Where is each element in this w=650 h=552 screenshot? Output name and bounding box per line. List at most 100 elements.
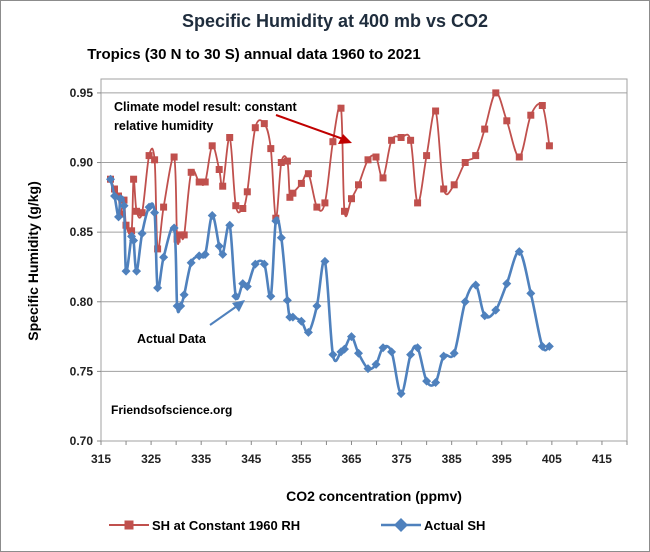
data-point (321, 199, 329, 207)
data-point (173, 235, 181, 243)
data-point (471, 280, 481, 290)
data-point (132, 266, 142, 276)
legend-item-constant-rh: SH at Constant 1960 RH (109, 518, 300, 533)
data-point (339, 344, 349, 354)
data-point (371, 359, 381, 369)
data-point (545, 142, 553, 150)
annotation-actual-data: Actual Data (137, 332, 207, 346)
data-point (176, 301, 186, 311)
annotation-model-line2: relative humidity (114, 119, 213, 133)
data-point (407, 136, 415, 144)
data-point (144, 202, 154, 212)
data-point (251, 124, 259, 132)
data-point (121, 266, 131, 276)
data-point (397, 134, 405, 141)
x-tick-label: 335 (191, 452, 211, 466)
data-point (388, 136, 396, 144)
y-tick-label: 0.95 (70, 86, 94, 100)
data-point (137, 229, 147, 239)
data-point (194, 251, 204, 261)
data-point (378, 343, 388, 353)
data-point (364, 156, 372, 164)
y-tick-label: 0.70 (70, 434, 94, 448)
data-point (503, 117, 511, 125)
data-point (406, 350, 416, 360)
y-tick-label: 0.80 (70, 295, 94, 309)
chart-title: Specific Humidity at 400 mb vs CO2 (182, 11, 488, 31)
data-point (282, 295, 292, 305)
data-point (346, 332, 356, 342)
data-point (122, 221, 130, 229)
data-point (527, 111, 535, 119)
legend-label-actual-sh: Actual SH (424, 518, 485, 533)
data-point (414, 199, 422, 207)
data-point (200, 249, 210, 259)
x-tick-label: 405 (542, 452, 562, 466)
data-point (225, 220, 235, 230)
data-point (328, 350, 338, 360)
arrow-model (275, 114, 352, 144)
data-point (537, 341, 547, 351)
data-point (267, 145, 275, 153)
data-point (214, 241, 224, 251)
data-point (286, 193, 294, 201)
data-point (243, 188, 251, 196)
data-point (111, 185, 118, 193)
data-point (226, 134, 234, 141)
x-tick-label: 355 (291, 452, 311, 466)
data-point (106, 174, 116, 184)
data-point (145, 152, 153, 160)
data-point (159, 252, 169, 262)
y-axis-ticks: 0.70 0.75 0.80 0.85 0.90 0.95 (70, 86, 101, 448)
x-tick-label: 415 (592, 452, 612, 466)
data-point (450, 181, 458, 189)
arrow-actual (209, 300, 245, 326)
data-point (502, 279, 512, 289)
x-tick-label: 375 (392, 452, 412, 466)
data-point (432, 107, 440, 115)
data-point (329, 138, 337, 146)
data-point (492, 89, 500, 97)
legend-item-actual-sh: Actual SH (381, 518, 485, 533)
data-point (461, 159, 469, 166)
data-point (355, 181, 362, 189)
legend: SH at Constant 1960 RH Actual SH (109, 518, 485, 533)
data-point (130, 175, 138, 183)
data-point (187, 168, 195, 176)
data-point (128, 227, 136, 235)
annotation-model-line1: Climate model result: constant (114, 100, 298, 114)
data-point (423, 152, 431, 160)
y-tick-label: 0.75 (70, 364, 94, 378)
data-point (219, 182, 227, 190)
data-point (460, 297, 470, 307)
data-point (449, 348, 459, 358)
data-point (133, 207, 141, 215)
x-tick-label: 385 (442, 452, 462, 466)
data-point (169, 223, 179, 233)
data-point (231, 291, 241, 301)
data-point (526, 288, 536, 298)
data-point (242, 281, 252, 291)
y-axis-label: Specific Humidity (g/kg) (25, 181, 41, 340)
data-point (266, 291, 276, 301)
data-point (341, 207, 348, 215)
data-point (472, 152, 480, 160)
data-point (119, 201, 129, 211)
data-point (170, 153, 178, 161)
data-point (153, 283, 163, 293)
x-axis-ticks: 315 325 335 345 355 365 375 385 395 405 415 (91, 441, 628, 466)
x-tick-label: 395 (492, 452, 512, 466)
data-point (260, 120, 268, 128)
data-point (353, 348, 363, 358)
data-point (413, 343, 423, 353)
data-point (150, 208, 160, 218)
data-point (544, 341, 554, 351)
data-point (186, 258, 196, 268)
data-point (431, 378, 441, 388)
data-point (491, 305, 501, 315)
source-label: Friendsofscience.org (111, 403, 232, 417)
data-point (515, 153, 523, 161)
x-tick-label: 345 (241, 452, 261, 466)
x-tick-label: 365 (341, 452, 361, 466)
data-point (271, 216, 281, 226)
